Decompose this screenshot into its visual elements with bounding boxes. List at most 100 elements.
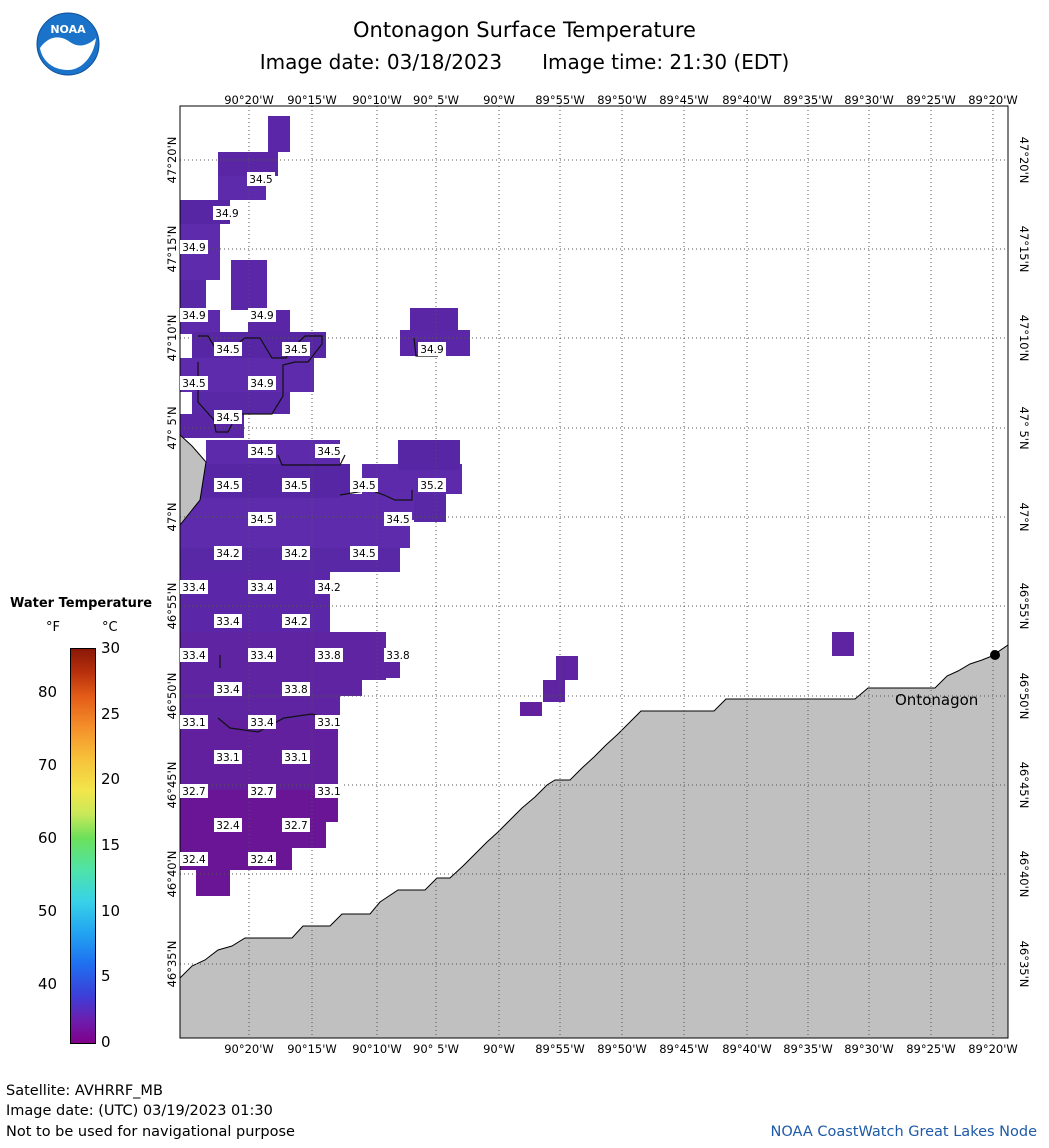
temperature-pixel <box>180 720 338 790</box>
longitude-label-bottom: 90°10'W <box>352 1042 402 1056</box>
noaa-logo: NOAA <box>36 12 100 76</box>
svg-text:33.4: 33.4 <box>216 616 240 628</box>
temperature-value-label: 34.5 <box>315 444 343 458</box>
temperature-pixel <box>340 676 362 696</box>
longitude-label-top: 89°45'W <box>659 93 709 107</box>
city-label: Ontonagon <box>895 691 978 709</box>
temperature-value-label: 34.5 <box>248 444 276 458</box>
temperature-pixel <box>543 680 565 702</box>
legend-tick-f: 40 <box>38 974 58 993</box>
map-title: Ontonagon Surface Temperature <box>353 18 696 42</box>
temperature-value-label: 35.2 <box>418 478 446 492</box>
longitude-label-bottom: 89°25'W <box>906 1042 956 1056</box>
svg-text:34.5: 34.5 <box>216 412 239 424</box>
temperature-value-label: 34.9 <box>248 308 276 322</box>
temperature-value-label: 34.9 <box>180 308 208 322</box>
image-time: Image time: 21:30 (EDT) <box>542 50 790 74</box>
temperature-value-label: 33.4 <box>248 648 276 662</box>
longitude-label-top: 90°10'W <box>352 93 402 107</box>
land-area <box>179 644 1009 1039</box>
temperature-value-label: 34.2 <box>315 580 343 594</box>
svg-text:34.2: 34.2 <box>317 582 340 594</box>
svg-text:34.5: 34.5 <box>216 344 239 356</box>
svg-text:34.5: 34.5 <box>250 446 273 458</box>
longitude-label-top: 89°40'W <box>722 93 772 107</box>
svg-text:34.9: 34.9 <box>420 344 443 356</box>
svg-text:34.9: 34.9 <box>250 378 273 390</box>
temperature-value-label: 34.5 <box>350 546 378 560</box>
temperature-value-label: 33.1 <box>315 784 343 798</box>
temperature-pixel <box>410 308 458 332</box>
svg-text:32.7: 32.7 <box>250 786 273 798</box>
temperature-value-label: 33.1 <box>315 715 343 729</box>
longitude-label-bottom: 89°20'W <box>968 1042 1018 1056</box>
legend-tick-f: 60 <box>38 828 58 847</box>
svg-text:33.4: 33.4 <box>250 717 274 729</box>
svg-text:33.1: 33.1 <box>317 786 340 798</box>
temperature-pixel <box>180 414 210 438</box>
temperature-pixel <box>231 260 267 310</box>
svg-text:33.1: 33.1 <box>182 717 205 729</box>
temperature-value-label: 33.4 <box>180 580 208 594</box>
footer-credit[interactable]: NOAA CoastWatch Great Lakes Node <box>770 1124 1037 1140</box>
latitude-label-left: 46°50'N <box>165 673 179 720</box>
temperature-pixel <box>414 494 446 522</box>
longitude-label-top: 90° 5'W <box>413 93 459 107</box>
svg-text:34.5: 34.5 <box>352 480 375 492</box>
temperature-value-label: 34.9 <box>213 206 241 220</box>
latitude-label-left: 46°55'N <box>165 583 179 630</box>
temperature-value-label: 33.1 <box>180 715 208 729</box>
temperature-pixel <box>192 392 290 414</box>
latitude-label-left: 46°35'N <box>165 941 179 988</box>
legend-tick-c: 15 <box>101 836 121 854</box>
svg-text:34.5: 34.5 <box>317 446 340 458</box>
latitude-label-right: 47°N <box>1017 503 1031 532</box>
temperature-value-label: 34.5 <box>282 342 310 356</box>
latitude-label-right: 46°50'N <box>1017 673 1031 720</box>
longitude-label-top: 89°50'W <box>597 93 647 107</box>
svg-text:33.8: 33.8 <box>284 684 307 696</box>
legend-tick-f: 80 <box>38 682 58 701</box>
latitude-label-right: 47° 5'N <box>1017 406 1031 449</box>
latitude-label-left: 47°N <box>165 503 179 532</box>
legend-tick-f: 50 <box>38 901 58 920</box>
temperature-value-label: 33.4 <box>214 682 242 696</box>
temperature-value-label: 32.4 <box>248 852 276 866</box>
longitude-label-bottom: 89°40'W <box>722 1042 772 1056</box>
temperature-value-label: 34.5 <box>214 342 242 356</box>
image-date: Image date: 03/18/2023 <box>259 50 503 74</box>
temperature-value-label: 32.4 <box>214 818 242 832</box>
svg-text:33.4: 33.4 <box>182 650 206 662</box>
temperature-value-label: 34.9 <box>418 342 446 356</box>
svg-text:34.9: 34.9 <box>250 310 273 322</box>
svg-text:33.1: 33.1 <box>317 717 340 729</box>
latitude-label-right: 46°35'N <box>1017 941 1031 988</box>
temperature-value-label: 34.2 <box>282 614 310 628</box>
svg-text:33.1: 33.1 <box>284 752 307 764</box>
legend-title: Water Temperature <box>10 596 153 611</box>
svg-text:34.9: 34.9 <box>215 208 238 220</box>
svg-text:33.1: 33.1 <box>216 752 239 764</box>
longitude-label-bottom: 89°35'W <box>783 1042 833 1056</box>
latitude-label-right: 47°15'N <box>1017 226 1031 273</box>
svg-text:33.4: 33.4 <box>182 582 206 594</box>
longitude-label-top: 89°55'W <box>535 93 585 107</box>
svg-text:34.5: 34.5 <box>250 514 273 526</box>
longitude-label-bottom: 89°30'W <box>844 1042 894 1056</box>
latitude-label-left: 46°45'N <box>165 762 179 809</box>
temperature-value-label: 32.7 <box>248 784 276 798</box>
temperature-pixel <box>520 702 542 716</box>
temperature-value-label: 34.5 <box>214 410 242 424</box>
legend-unit-c: °C <box>102 620 118 635</box>
svg-text:32.7: 32.7 <box>182 786 205 798</box>
latitude-label-right: 47°10'N <box>1017 315 1031 362</box>
map-subtitle: Image date: 03/18/2023 Image time: 21:30 … <box>0 50 1049 74</box>
svg-text:34.5: 34.5 <box>284 344 307 356</box>
temperature-value-label: 34.9 <box>248 376 276 390</box>
svg-text:34.2: 34.2 <box>284 548 307 560</box>
svg-text:33.8: 33.8 <box>317 650 340 662</box>
footer-disclaimer: Not to be used for navigational purpose <box>6 1124 295 1140</box>
svg-text:34.5: 34.5 <box>386 514 409 526</box>
footer-satellite: Satellite: AVHRRF_MB <box>6 1083 163 1099</box>
